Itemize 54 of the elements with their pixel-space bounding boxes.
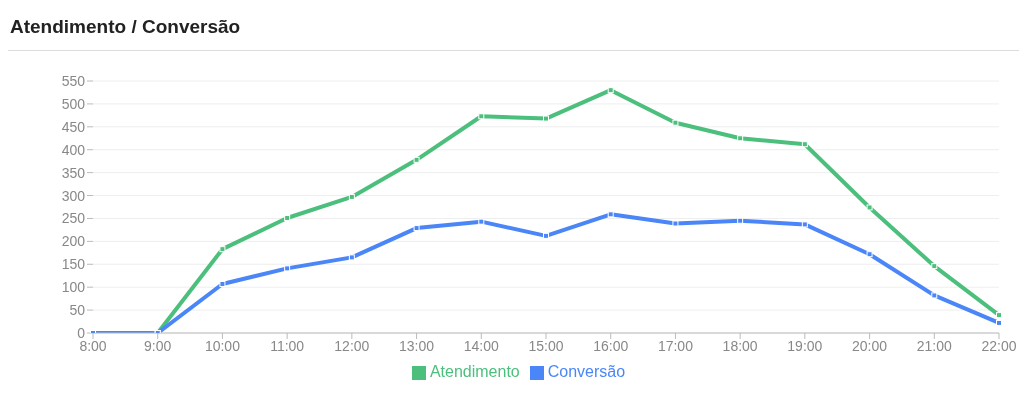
x-tick-label: 22:00 bbox=[981, 337, 1017, 354]
y-tick-label: 500 bbox=[61, 95, 86, 112]
y-tick-label: 350 bbox=[61, 164, 86, 181]
point bbox=[931, 292, 938, 299]
point bbox=[543, 115, 549, 122]
point bbox=[931, 263, 938, 270]
x-tick-label: 18:00 bbox=[722, 337, 758, 354]
y-tick-label: 200 bbox=[61, 233, 86, 250]
y-tick-label: 450 bbox=[61, 118, 86, 135]
point bbox=[413, 225, 420, 232]
point bbox=[607, 211, 614, 218]
point bbox=[996, 312, 1002, 319]
x-tick-label: 17:00 bbox=[657, 337, 694, 354]
x-tick-label: 9:00 bbox=[144, 337, 172, 354]
y-tick-label: 100 bbox=[61, 279, 86, 296]
point bbox=[672, 119, 679, 126]
legend-label: Conversão bbox=[547, 363, 626, 380]
point bbox=[348, 193, 355, 200]
point bbox=[413, 156, 420, 163]
y-tick-label: 150 bbox=[61, 256, 86, 273]
x-tick-label: 20:00 bbox=[852, 337, 888, 354]
x-tick-label: 16:00 bbox=[593, 337, 629, 354]
point bbox=[737, 135, 744, 142]
point bbox=[672, 220, 679, 227]
x-tick-label: 10:00 bbox=[204, 337, 241, 354]
point bbox=[284, 265, 291, 272]
point bbox=[866, 251, 873, 258]
y-tick-label: 50 bbox=[69, 302, 86, 319]
point bbox=[866, 204, 873, 211]
x-tick-label: 13:00 bbox=[399, 337, 435, 354]
point bbox=[996, 319, 1002, 326]
y-tick-label: 550 bbox=[61, 72, 86, 89]
point bbox=[219, 280, 226, 287]
point bbox=[801, 141, 808, 148]
legend-label: Atendimento bbox=[429, 363, 520, 380]
x-tick-label: 19:00 bbox=[787, 337, 823, 354]
x-tick-label: 12:00 bbox=[334, 337, 370, 354]
y-tick-label: 400 bbox=[61, 141, 86, 158]
point bbox=[478, 218, 485, 225]
point bbox=[607, 87, 614, 94]
point bbox=[478, 113, 485, 120]
point bbox=[348, 254, 355, 261]
x-tick-label: 15:00 bbox=[528, 337, 564, 354]
point bbox=[284, 215, 291, 221]
y-tick-label: 250 bbox=[61, 210, 86, 227]
chart-title: Atendimento / Conversão bbox=[8, 8, 1019, 51]
x-tick-label: 14:00 bbox=[463, 337, 500, 354]
x-tick-label: 21:00 bbox=[916, 337, 953, 354]
point bbox=[801, 221, 808, 228]
y-tick-label: 300 bbox=[61, 187, 86, 204]
point bbox=[543, 232, 549, 239]
x-tick-label: 11:00 bbox=[270, 337, 305, 354]
point bbox=[219, 246, 226, 253]
point bbox=[737, 217, 744, 224]
